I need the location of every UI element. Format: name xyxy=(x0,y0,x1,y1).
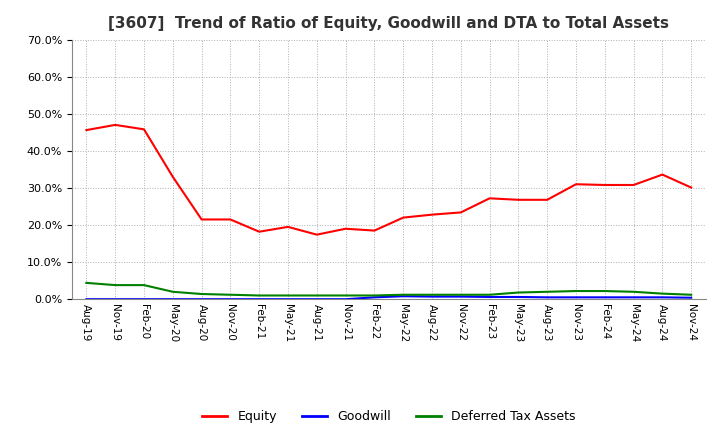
Equity xyxy=(197,217,206,222)
Line: Deferred Tax Assets: Deferred Tax Assets xyxy=(86,283,691,296)
Goodwill xyxy=(312,297,321,302)
Goodwill xyxy=(658,295,667,300)
Equity xyxy=(255,229,264,235)
Goodwill xyxy=(456,294,465,299)
Deferred Tax Assets xyxy=(687,292,696,297)
Equity xyxy=(543,197,552,202)
Deferred Tax Assets xyxy=(543,289,552,294)
Equity xyxy=(140,127,148,132)
Equity xyxy=(284,224,292,230)
Deferred Tax Assets xyxy=(370,293,379,298)
Equity xyxy=(687,185,696,190)
Deferred Tax Assets xyxy=(514,290,523,295)
Goodwill xyxy=(284,297,292,302)
Equity xyxy=(456,210,465,215)
Equity xyxy=(226,217,235,222)
Equity xyxy=(82,128,91,133)
Goodwill xyxy=(399,293,408,299)
Equity xyxy=(168,174,177,180)
Goodwill xyxy=(687,295,696,301)
Deferred Tax Assets xyxy=(456,292,465,297)
Goodwill xyxy=(140,297,148,302)
Deferred Tax Assets xyxy=(197,291,206,297)
Goodwill xyxy=(572,295,580,300)
Equity xyxy=(600,182,609,187)
Line: Goodwill: Goodwill xyxy=(86,296,691,299)
Equity xyxy=(629,182,638,187)
Deferred Tax Assets xyxy=(485,292,494,297)
Goodwill xyxy=(629,295,638,300)
Deferred Tax Assets xyxy=(428,292,436,297)
Deferred Tax Assets xyxy=(399,292,408,297)
Equity xyxy=(370,228,379,233)
Goodwill xyxy=(197,297,206,302)
Deferred Tax Assets xyxy=(312,293,321,298)
Goodwill xyxy=(514,294,523,300)
Goodwill xyxy=(370,295,379,300)
Line: Equity: Equity xyxy=(86,125,691,235)
Goodwill xyxy=(255,297,264,302)
Goodwill xyxy=(485,294,494,300)
Goodwill xyxy=(226,297,235,302)
Equity xyxy=(428,212,436,217)
Deferred Tax Assets xyxy=(168,289,177,294)
Deferred Tax Assets xyxy=(111,282,120,288)
Deferred Tax Assets xyxy=(140,282,148,288)
Equity xyxy=(514,197,523,202)
Equity xyxy=(485,196,494,201)
Deferred Tax Assets xyxy=(82,280,91,286)
Deferred Tax Assets xyxy=(226,292,235,297)
Deferred Tax Assets xyxy=(658,291,667,296)
Deferred Tax Assets xyxy=(341,293,350,298)
Equity xyxy=(572,182,580,187)
Equity xyxy=(341,226,350,231)
Goodwill xyxy=(82,297,91,302)
Deferred Tax Assets xyxy=(284,293,292,298)
Goodwill xyxy=(543,295,552,300)
Equity xyxy=(111,122,120,128)
Goodwill xyxy=(111,297,120,302)
Deferred Tax Assets xyxy=(255,293,264,298)
Legend: Equity, Goodwill, Deferred Tax Assets: Equity, Goodwill, Deferred Tax Assets xyxy=(197,405,580,428)
Equity xyxy=(312,232,321,237)
Goodwill xyxy=(600,295,609,300)
Equity xyxy=(399,215,408,220)
Equity xyxy=(658,172,667,177)
Goodwill xyxy=(168,297,177,302)
Deferred Tax Assets xyxy=(600,288,609,293)
Deferred Tax Assets xyxy=(629,289,638,294)
Title: [3607]  Trend of Ratio of Equity, Goodwill and DTA to Total Assets: [3607] Trend of Ratio of Equity, Goodwil… xyxy=(108,16,670,32)
Goodwill xyxy=(341,297,350,302)
Deferred Tax Assets xyxy=(572,288,580,293)
Goodwill xyxy=(428,294,436,299)
